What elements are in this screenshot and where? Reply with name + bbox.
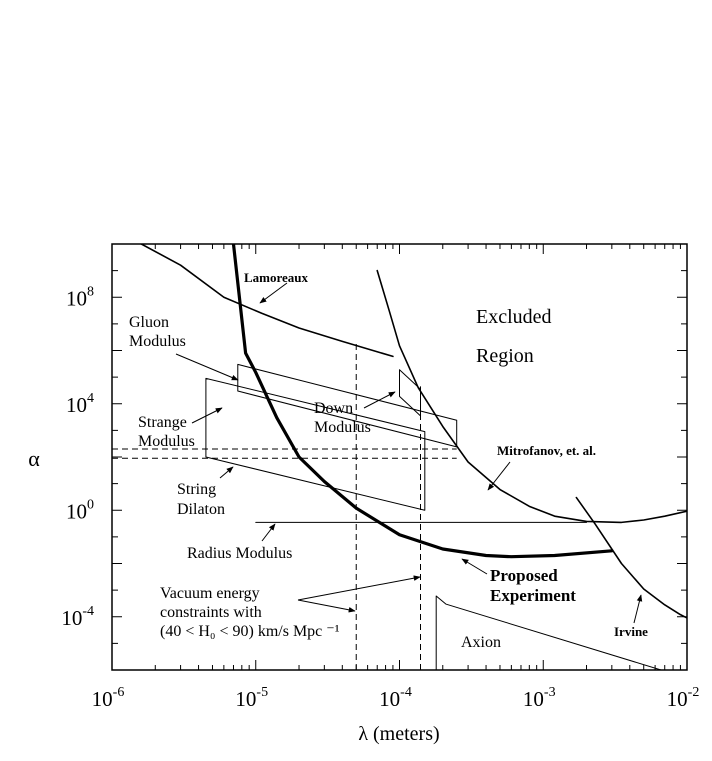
dashed-lines-layer — [112, 342, 457, 670]
x-tick-label: 10-3 — [523, 685, 556, 711]
annotation-radius: Radius Modulus — [187, 545, 292, 562]
y-tick-label: 10-4 — [61, 604, 94, 630]
x-tick-label: 10-5 — [235, 685, 268, 711]
tick-labels-layer: 10-6 10-5 10-4 10-3 10-2 108 104 100 10-4 — [61, 284, 699, 711]
x-tick-label: 10-2 — [667, 685, 700, 711]
x-tick-label: 10-6 — [92, 685, 125, 711]
arrow-vacuum-upper — [297, 575, 421, 601]
curve-gluon-modulus — [237, 363, 458, 448]
curve-axion — [435, 595, 662, 670]
annotations-layer: Lamoreaux Gluon Modulus Strange Modulus Strin… — [129, 270, 648, 651]
y-tick-label: 108 — [66, 284, 94, 310]
y-tick-label: 104 — [66, 391, 94, 417]
annotation-irvine: Irvine — [614, 624, 648, 639]
arrow-irvine — [633, 594, 643, 624]
arrow-string — [219, 466, 234, 479]
arrow-radius — [261, 523, 276, 542]
curve-irvine — [575, 496, 687, 619]
x-tick-label: 10-4 — [379, 685, 412, 711]
x-axis-title: λ (meters) — [358, 723, 439, 745]
annotation-vacuum: Vacuum energy constraints with (40 < H₀ < … — [160, 585, 340, 640]
annotation-down: Down Modulus — [314, 400, 371, 436]
arrow-mitrofanov — [487, 461, 511, 491]
ticks-layer — [111, 243, 688, 671]
annotation-gluon: Gluon Modulus — [129, 314, 186, 350]
annotation-strange: Strange Modulus — [138, 414, 195, 450]
annotation-lamoreaux: Lamoreaux — [244, 270, 309, 285]
arrows-layer — [175, 282, 643, 624]
annotation-string: String Dilaton — [177, 481, 225, 518]
curve-lamoreaux — [140, 244, 394, 358]
curve-mitrofanov-et-al — [376, 269, 687, 524]
arrow-vacuum-lower — [297, 599, 356, 613]
arrow-proposed — [461, 558, 488, 575]
arrow-gluon — [175, 353, 239, 381]
curve-strange-modulus — [205, 377, 426, 511]
curve-down-modulus — [399, 369, 422, 417]
annotation-proposed: Proposed Experiment — [490, 566, 576, 605]
annotation-mitrofanov: Mitrofanov, et. al. — [497, 443, 596, 458]
annotation-excluded: Excluded Region — [476, 306, 552, 367]
arrow-strange — [191, 407, 223, 424]
y-axis-title: α — [28, 446, 40, 471]
y-tick-label: 100 — [66, 497, 94, 523]
arrow-down — [363, 391, 396, 409]
arrow-lamoreaux — [259, 282, 288, 304]
annotation-axion: Axion — [461, 634, 501, 651]
